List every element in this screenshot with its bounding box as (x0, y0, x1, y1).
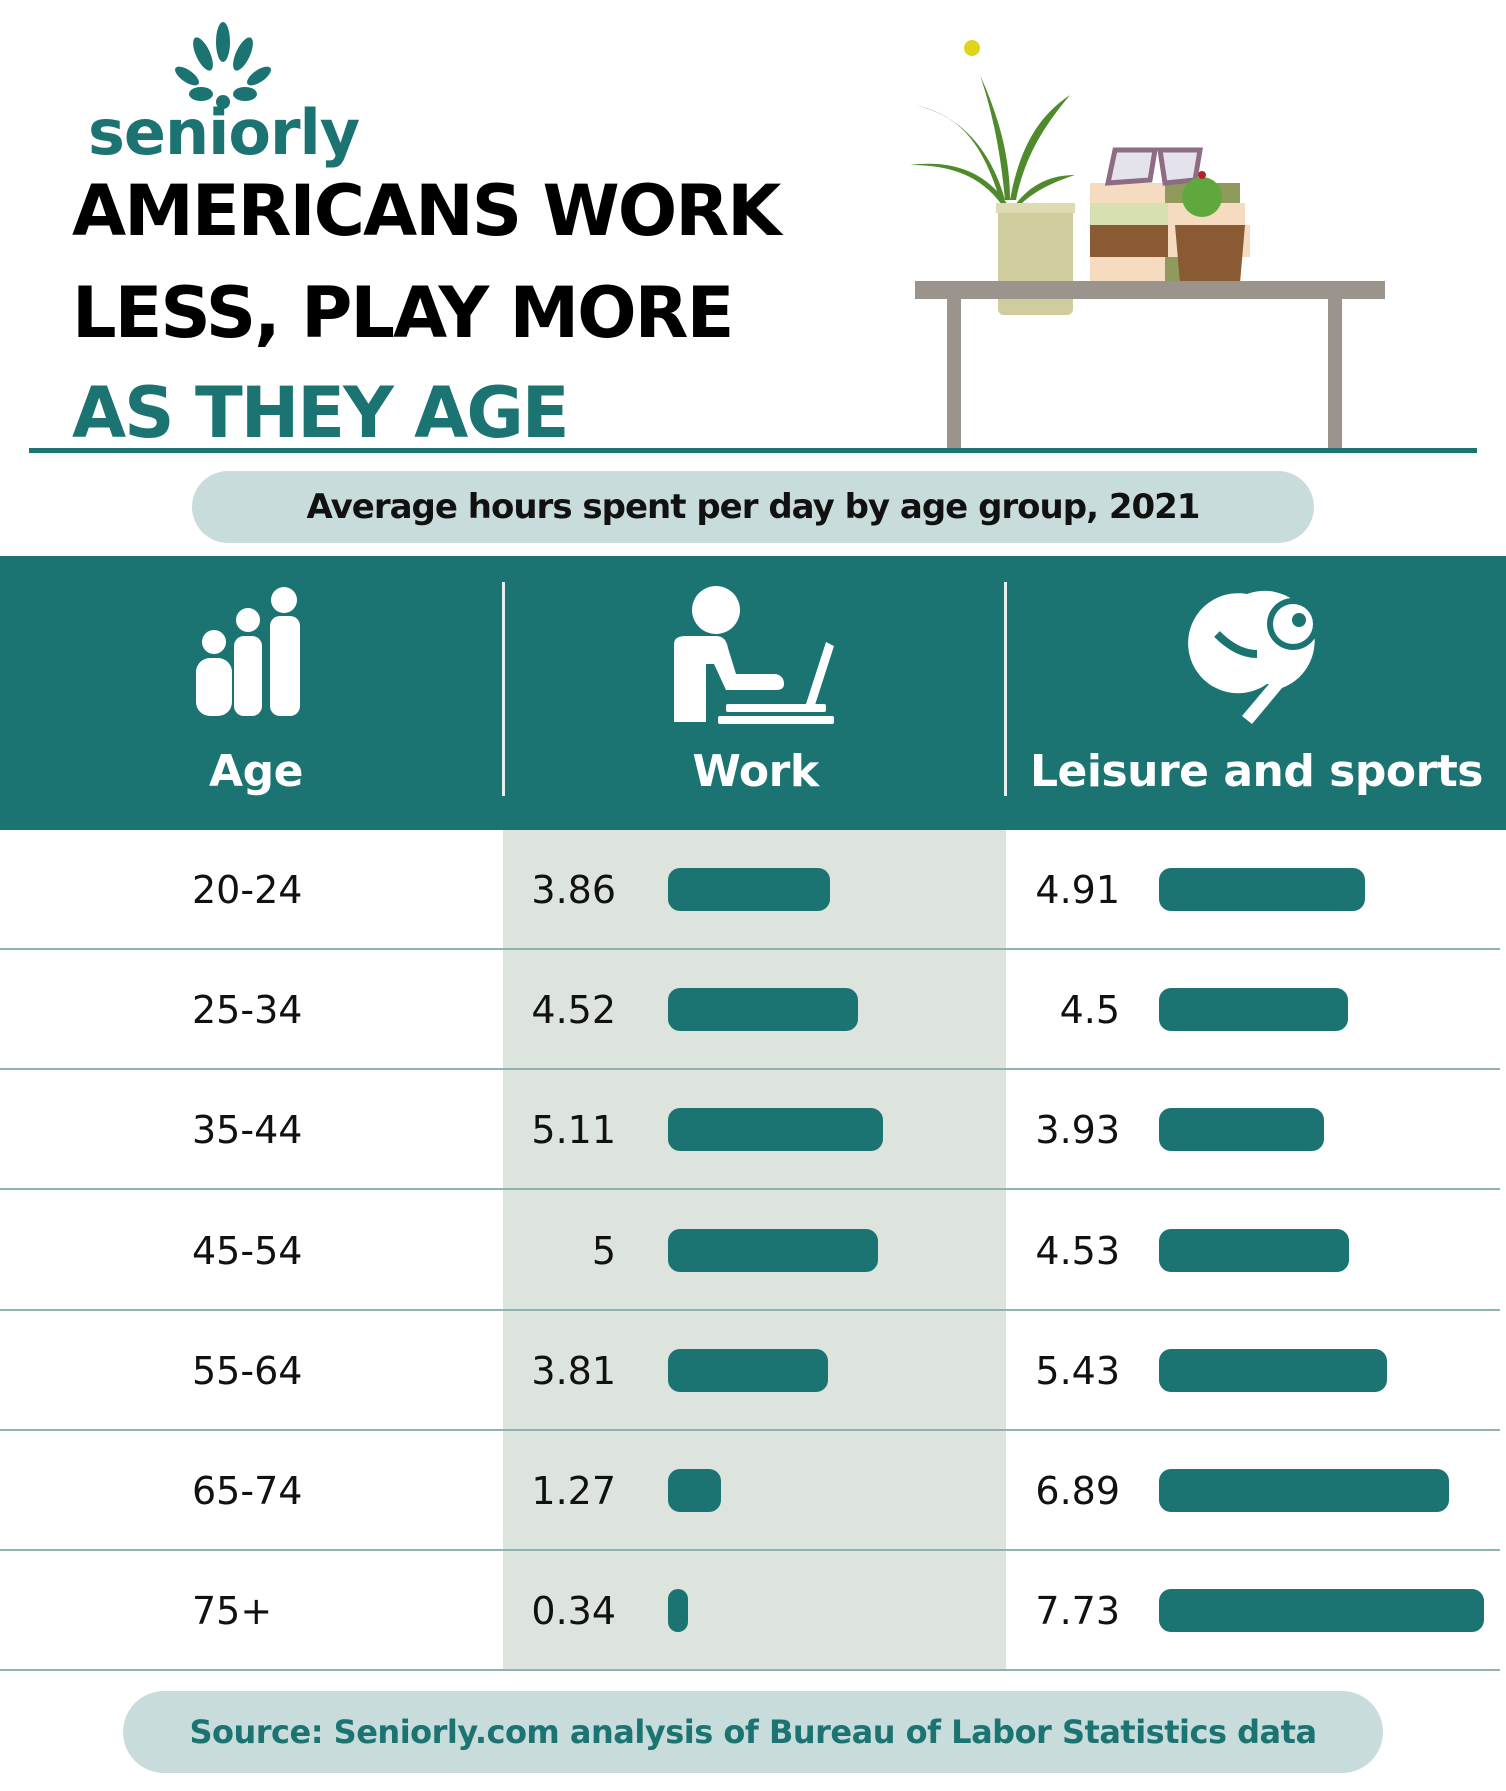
table-row: 25-34 4.52 4.5 (0, 950, 1500, 1071)
table-row: 20-24 3.86 4.91 (0, 830, 1500, 950)
leisure-value: 4.91 (1035, 868, 1120, 912)
header-age: Age (0, 556, 503, 830)
divider (29, 448, 1477, 453)
title-line-3: AS THEY AGE (72, 372, 570, 454)
table-row: 55-64 3.81 5.43 (0, 1311, 1500, 1431)
work-bar (668, 988, 859, 1032)
source-note: Source: Seniorly.com analysis of Bureau … (123, 1691, 1383, 1773)
work-value: 1.27 (531, 1469, 616, 1513)
leisure-value: 4.5 (1059, 988, 1120, 1033)
ping-pong-icon (1187, 590, 1319, 724)
work-bar (668, 1589, 688, 1633)
work-value: 4.52 (531, 988, 616, 1033)
row-divider (0, 1669, 1500, 1672)
work-bar (668, 1469, 722, 1512)
leisure-value: 6.89 (1035, 1469, 1120, 1513)
leisure-bar (1159, 1469, 1449, 1512)
leisure-bar (1159, 1228, 1350, 1272)
header-work-label: Work (692, 746, 819, 797)
work-value: 5 (591, 1228, 616, 1273)
age-label: 20-24 (192, 868, 303, 912)
age-label: 65-74 (192, 1469, 303, 1513)
family-icon (195, 587, 300, 716)
header-age-label: Age (209, 746, 303, 797)
leisure-value: 3.93 (1035, 1108, 1120, 1153)
work-bar (668, 1348, 829, 1392)
desk-illustration (910, 40, 1385, 449)
seniorly-logo-icon (175, 22, 271, 109)
table-row: 45-54 5 4.53 (0, 1191, 1500, 1311)
work-bar (668, 1228, 879, 1272)
age-label: 45-54 (192, 1228, 303, 1273)
leisure-bar (1159, 988, 1349, 1032)
leisure-value: 5.43 (1035, 1348, 1120, 1393)
work-bar (668, 868, 831, 911)
row-divider (0, 1549, 1500, 1551)
glasses-icon (1104, 147, 1203, 186)
table-row: 35-44 5.11 3.93 (0, 1070, 1500, 1191)
age-label: 35-44 (192, 1108, 303, 1153)
work-value: 3.81 (531, 1348, 616, 1393)
subtitle: Average hours spent per day by age group… (192, 471, 1314, 543)
plant-icon (910, 75, 1075, 205)
title-line-2: LESS, PLAY MORE (72, 272, 734, 354)
header-work: Work (505, 556, 1006, 830)
work-bar (668, 1108, 883, 1152)
work-value: 0.34 (531, 1589, 616, 1634)
leisure-bar (1159, 868, 1366, 911)
work-value: 5.11 (531, 1108, 616, 1153)
table-top (915, 281, 1385, 299)
table-row: 65-74 1.27 6.89 (0, 1431, 1500, 1551)
leisure-value: 4.53 (1035, 1228, 1120, 1273)
row-divider (0, 1428, 1500, 1431)
header-leisure-label: Leisure and sports (1030, 746, 1484, 797)
work-value: 3.86 (531, 868, 616, 912)
header-divider (502, 582, 505, 796)
row-divider (0, 1188, 1500, 1191)
person-laptop-icon (673, 586, 834, 724)
leisure-value: 7.73 (1035, 1589, 1120, 1634)
leisure-bar (1159, 1108, 1325, 1152)
row-divider (0, 1068, 1500, 1071)
row-divider (0, 948, 1500, 950)
leisure-bar (1159, 1348, 1388, 1392)
brand-name: seniorly (88, 96, 360, 169)
age-label: 75+ (192, 1589, 273, 1634)
age-label: 25-34 (192, 988, 303, 1033)
age-label: 55-64 (192, 1348, 303, 1393)
row-divider (0, 1308, 1500, 1311)
title-line-1: AMERICANS WORK (72, 170, 781, 252)
cactus-icon (1182, 177, 1222, 217)
header-leisure: Leisure and sports (1007, 556, 1506, 830)
leisure-bar (1159, 1589, 1484, 1633)
header-divider (1004, 582, 1007, 796)
table-header: Age Work (0, 556, 1506, 830)
table-row: 75+ 0.34 7.73 (0, 1551, 1500, 1672)
flower-icon (964, 40, 980, 56)
